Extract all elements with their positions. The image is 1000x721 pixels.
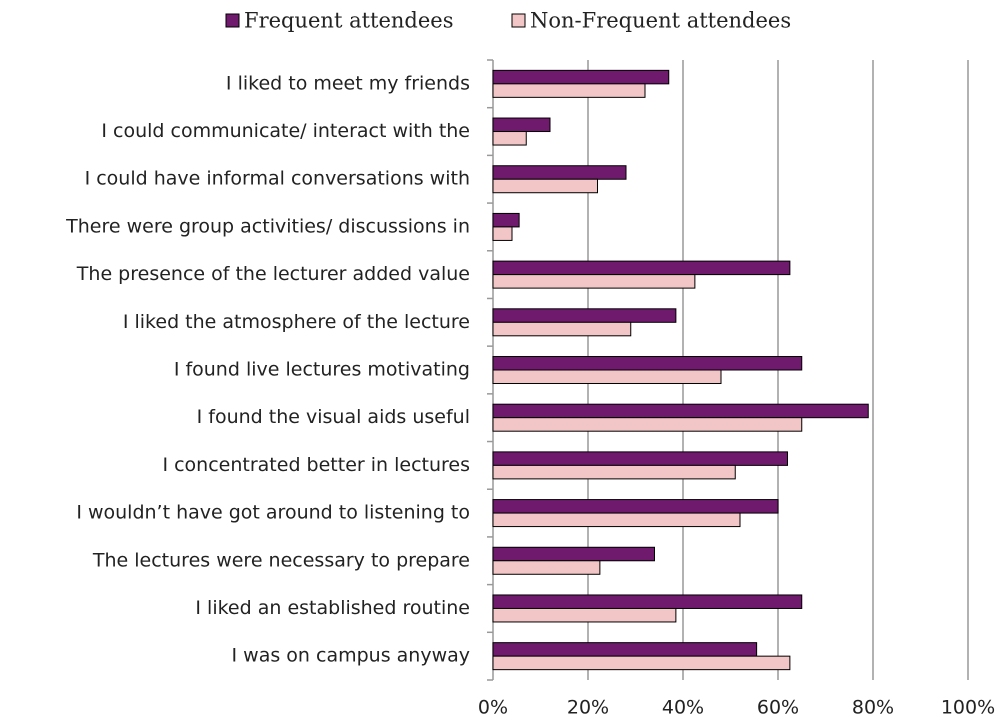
bar xyxy=(492,642,758,657)
y-tick-label: I concentrated better in lectures xyxy=(162,454,470,476)
y-tick-label: I liked to meet my friends xyxy=(226,72,470,94)
y-tick-label: I found live lectures motivating xyxy=(174,359,470,381)
bar xyxy=(492,655,791,671)
y-tick-label: The lectures were necessary to prepare xyxy=(92,549,470,571)
bar xyxy=(492,165,627,180)
bar xyxy=(492,499,779,514)
x-tick-label: 100% xyxy=(941,697,995,719)
bar xyxy=(492,451,788,466)
legend-swatch xyxy=(511,13,526,28)
bar xyxy=(492,260,791,276)
y-tick-label: I liked an established routine xyxy=(195,597,470,619)
bar xyxy=(492,369,722,384)
bar xyxy=(492,226,513,241)
x-tick-label: 0% xyxy=(478,697,508,719)
y-tick-label: I could communicate/ interact with the xyxy=(101,120,470,142)
bar xyxy=(492,321,632,337)
bar xyxy=(492,83,646,98)
bar xyxy=(492,417,803,432)
legend: Frequent attendees Non-Frequent attendees xyxy=(225,9,791,33)
x-tick-label: 60% xyxy=(757,697,799,719)
bar xyxy=(492,356,803,371)
bar xyxy=(492,512,741,528)
y-tick-label: I liked the atmosphere of the lecture xyxy=(123,311,470,333)
bar xyxy=(492,178,598,194)
bar xyxy=(492,546,655,562)
bar xyxy=(492,69,670,85)
bar xyxy=(492,594,803,609)
y-tick-label: I found the visual aids useful xyxy=(197,406,470,428)
bar xyxy=(492,403,869,419)
y-tick-label: I was on campus anyway xyxy=(232,645,470,667)
y-tick-label: There were group activities/ discussions… xyxy=(65,215,470,237)
y-tick-label: The presence of the lecturer added value xyxy=(76,263,470,285)
legend-label: Non-Frequent attendees xyxy=(530,9,791,33)
x-tick-label: 40% xyxy=(662,697,704,719)
bar xyxy=(492,560,601,575)
bar xyxy=(492,607,677,623)
bar xyxy=(492,308,677,323)
y-tick-label: I could have informal conversations with xyxy=(85,168,470,190)
legend-label: Frequent attendees xyxy=(244,9,454,33)
bar xyxy=(492,117,551,133)
legend-swatch xyxy=(225,13,240,28)
bar xyxy=(492,212,520,228)
x-tick-label: 20% xyxy=(567,697,609,719)
x-tick-label: 80% xyxy=(852,697,894,719)
bar xyxy=(492,131,527,146)
bar xyxy=(492,274,696,289)
y-tick-label: I wouldn’t have got around to listening … xyxy=(76,502,470,524)
bar xyxy=(492,464,736,480)
